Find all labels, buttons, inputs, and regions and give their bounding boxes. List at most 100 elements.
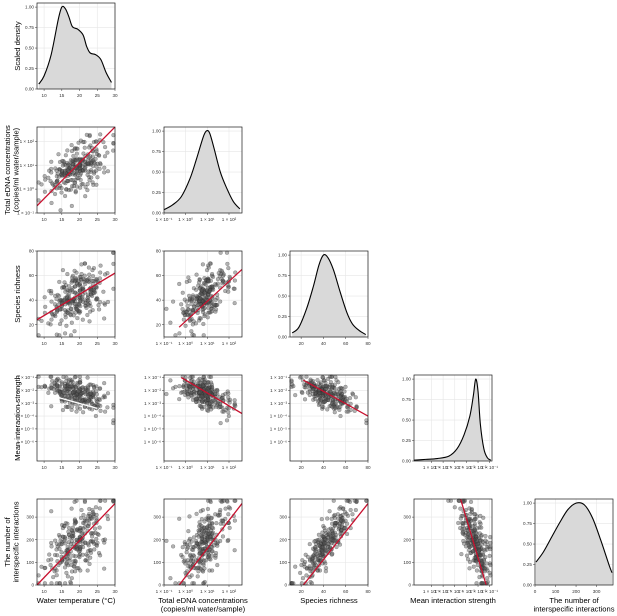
density-panel-temp-y-tick: 0.00 (25, 87, 34, 92)
scatter-panel-mis-vs-int-point (452, 505, 457, 510)
scatter-panel-dna-vs-rich-point (182, 297, 187, 302)
scatter-panel-temp-vs-rich-point (79, 271, 84, 277)
scatter-panel-dna-vs-rich-y-tick: 60 (156, 273, 162, 278)
scatter-panel-dna-vs-rich-x-tick: 1 × 10² (222, 341, 237, 346)
scatter-panel-temp-vs-dna-point (63, 153, 68, 158)
scatter-panel-temp-vs-rich-point (91, 278, 96, 284)
scatter-panel-temp-vs-int-y-tick: 200 (26, 537, 34, 542)
scatter-panel-dna-vs-int-point (232, 498, 237, 503)
scatter-panel-temp-vs-int: 0 100 200 300 10 15 20 25 30 (26, 498, 118, 594)
scatter-panel-temp-vs-dna-point (43, 177, 48, 182)
col-label-temp: Water temperature (°C) (37, 596, 116, 605)
scatter-panel-mis-vs-int-point (468, 499, 474, 504)
scatter-panel-rich-vs-int-point (291, 581, 296, 586)
density-panel-dna-y-tick: 0.00 (152, 211, 161, 216)
scatter-panel-dna-vs-int-point (191, 535, 196, 540)
scatter-panel-rich-vs-mis-point (338, 413, 343, 419)
scatter-panel-dna-vs-int-point (207, 548, 212, 553)
scatter-panel-dna-vs-rich-point (164, 306, 169, 311)
scatter-panel-temp-vs-mis-x-tick: 30 (112, 465, 118, 470)
scatter-panel-rich-vs-int-point (344, 498, 349, 503)
scatter-panel-dna-vs-rich-point (184, 279, 189, 284)
scatter-panel-temp-vs-int-x-tick: 25 (95, 589, 101, 594)
scatter-panel-dna-vs-rich-point (223, 288, 228, 294)
scatter-panel-temp-vs-dna-point (57, 159, 63, 165)
scatter-panel-rich-vs-int-x-tick: 60 (343, 589, 349, 594)
scatter-panel-rich-vs-int-point (343, 525, 348, 530)
scatter-panel-temp-vs-rich-point (42, 295, 47, 300)
scatter-panel-rich-vs-mis-point (315, 378, 320, 383)
scatter-panel-temp-vs-int-point (70, 530, 75, 535)
density-panel-int: 0.00 0.25 0.50 0.75 1.00 0 100 200 300 (523, 498, 614, 594)
scatter-panel-temp-vs-mis-point (77, 374, 82, 379)
scatter-panel-mis-vs-int-point (474, 581, 479, 586)
scatter-panel-mis-vs-int-point (456, 520, 461, 526)
scatter-panel-temp-vs-dna-point (85, 172, 90, 177)
scatter-panel-temp-vs-rich-point (86, 294, 91, 299)
scatter-panel-dna-vs-rich-x-tick: 1 × 10⁰ (178, 341, 193, 346)
scatter-panel-temp-vs-int-point (86, 513, 91, 519)
scatter-panel-dna-vs-rich-point (194, 296, 199, 302)
scatter-panel-temp-vs-int-point (105, 517, 111, 522)
scatter-panel-temp-vs-mis-point (81, 410, 86, 415)
scatter-panel-temp-vs-mis-point (95, 399, 100, 404)
scatter-panel-dna-vs-int-point (186, 560, 191, 566)
scatter-panel-temp-vs-dna-point (74, 151, 79, 156)
scatter-panel-dna-vs-rich-point (227, 274, 232, 279)
scatter-panel-temp-vs-rich-point (80, 317, 85, 322)
scatter-panel-temp-vs-rich-point (48, 322, 53, 327)
scatter-panel-mis-vs-int-point (483, 533, 488, 539)
scatter-panel-temp-vs-int-point (93, 505, 98, 510)
scatter-panel-rich-vs-int-y-tick: 300 (279, 515, 287, 520)
scatter-panel-rich-vs-mis-point (322, 399, 327, 404)
scatter-panel-temp-vs-rich-point (90, 308, 95, 313)
scatter-panel-dna-vs-rich-point (185, 303, 190, 308)
scatter-panel-temp-vs-dna-point (69, 143, 74, 148)
scatter-panel-temp-vs-rich-point (94, 276, 99, 282)
scatter-panel-mis-vs-int-point (472, 518, 477, 523)
scatter-panel-temp-vs-int-point (66, 532, 72, 537)
scatter-panel-mis-vs-int-point (470, 549, 475, 554)
scatter-panel-temp-vs-int-point (73, 520, 78, 525)
scatter-panel-temp-vs-int-point (92, 547, 97, 552)
scatter-panel-temp-vs-mis-point (102, 381, 107, 386)
scatter-panel-temp-vs-dna-point (82, 139, 87, 145)
scatter-panel-temp-vs-int-point (89, 531, 94, 536)
scatter-panel-rich-vs-mis-y-tick: 1 × 10⁻¹ (270, 375, 287, 380)
scatter-panel-temp-vs-mis-point (105, 391, 111, 396)
scatter-panel-temp-vs-int-point (54, 581, 59, 586)
scatter-panel-temp-vs-mis-point (66, 394, 72, 399)
row-label-density: Scaled density (13, 21, 22, 71)
scatter-panel-mis-vs-int-y-tick: 100 (403, 560, 411, 565)
scatter-panel-temp-vs-int-point (93, 530, 98, 535)
scatter-panel-temp-vs-dna-point (95, 175, 100, 180)
scatter-panel-dna-vs-mis-point (226, 410, 231, 415)
col-label-mis: Mean interaction strength (410, 596, 496, 605)
scatter-panel-temp-vs-int-point (98, 553, 103, 558)
scatter-panel-rich-vs-int-point (317, 543, 322, 548)
scatter-panel-dna-vs-rich-point (196, 280, 202, 285)
scatter-panel-temp-vs-dna-point (49, 166, 54, 171)
scatter-panel-dna-vs-mis-point (224, 418, 230, 423)
scatter-panel-temp-vs-int-point (42, 581, 47, 586)
scatter-panel-temp-vs-dna-point (48, 179, 53, 184)
scatter-panel-temp-vs-dna-y-tick: 1 × 10¹ (20, 163, 35, 168)
scatter-panel-rich-vs-int-point (338, 531, 343, 537)
scatter-panel-temp-vs-dna-point (94, 182, 99, 187)
scatter-panel-temp-vs-dna-point (86, 169, 91, 174)
scatter-panel-temp-vs-dna-point (95, 161, 100, 166)
scatter-panel-temp-vs-dna-point (78, 166, 83, 171)
scatter-panel-rich-vs-mis-point (343, 384, 348, 389)
scatter-panel-temp-vs-dna-point (101, 140, 106, 145)
scatter-panel-temp-vs-dna-point (56, 152, 61, 157)
scatter-panel-dna-vs-int-point (210, 553, 215, 558)
scatter-panel-mis-vs-int-point (485, 576, 490, 581)
scatter-panel-dna-vs-int-y-tick: 200 (153, 537, 161, 542)
scatter-panel-temp-vs-mis-point (54, 383, 59, 388)
scatter-panel-dna-vs-int-point (218, 507, 223, 513)
scatter-panel-temp-vs-mis: 1 × 10⁻⁶1 × 10⁻⁵1 × 10⁻⁴1 × 10⁻³1 × 10⁻²… (17, 374, 118, 470)
scatter-panel-mis-vs-int-point (484, 547, 490, 552)
density-panel-int-x-tick: 300 (593, 589, 601, 594)
scatter-panel-dna-vs-int-point (225, 538, 230, 544)
